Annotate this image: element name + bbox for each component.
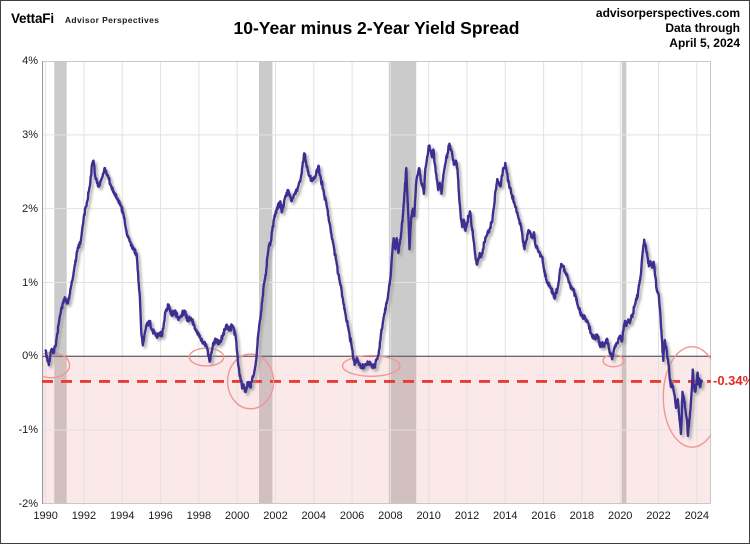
yield-spread-chart bbox=[32, 60, 722, 505]
x-axis-tick-label: 2000 bbox=[224, 510, 250, 522]
x-axis-tick-label: 1996 bbox=[148, 510, 173, 522]
x-axis-tick-label: 2018 bbox=[569, 510, 595, 522]
source-block: advisorperspectives.com Data through Apr… bbox=[596, 6, 740, 51]
x-axis-tick-label: 2002 bbox=[263, 510, 288, 522]
data-through-label: Data through bbox=[665, 21, 740, 35]
y-axis-tick-label: 2% bbox=[22, 202, 38, 215]
x-axis-tick-label: 2014 bbox=[493, 510, 518, 522]
x-axis-tick-label: 1994 bbox=[109, 510, 135, 522]
x-axis-tick-label: 2016 bbox=[531, 510, 556, 522]
spread-line bbox=[44, 142, 703, 438]
y-axis-tick-label: 0% bbox=[22, 350, 38, 363]
x-axis-tick-label: 2020 bbox=[607, 510, 633, 522]
x-axis-tick-label: 2024 bbox=[684, 510, 710, 522]
page-title: 10-Year minus 2-Year Yield Spread bbox=[233, 18, 520, 38]
data-through-date: April 5, 2024 bbox=[669, 36, 740, 50]
y-axis-tick-label: 3% bbox=[22, 128, 38, 141]
plot-area bbox=[32, 60, 722, 505]
vettafi-logo: VettaFi Advisor Perspectives bbox=[11, 10, 159, 28]
x-axis-tick-label: 1998 bbox=[186, 510, 212, 522]
x-axis-tick-label: 2008 bbox=[378, 510, 403, 522]
x-axis-tick-label: 2006 bbox=[339, 510, 365, 522]
x-axis-tick-label: 1990 bbox=[33, 510, 58, 522]
y-axis-tick-label: -1% bbox=[18, 424, 38, 437]
source-url: advisorperspectives.com bbox=[595, 6, 740, 20]
x-axis-tick-label: 2022 bbox=[646, 510, 671, 522]
x-axis-tick-label: 2004 bbox=[301, 510, 326, 522]
current-spread-label: -0.34% bbox=[713, 373, 749, 388]
x-axis-tick-label: 2012 bbox=[454, 510, 480, 522]
y-axis-tick-label: 1% bbox=[22, 276, 38, 289]
vettafi-brand-text: VettaFi bbox=[11, 11, 54, 26]
x-axis-tick-label: 1992 bbox=[71, 510, 97, 522]
advisor-perspectives-text: Advisor Perspectives bbox=[64, 15, 160, 25]
y-axis-tick-label: 4% bbox=[22, 55, 38, 67]
y-axis-tick-label: -2% bbox=[18, 498, 38, 510]
x-axis-tick-label: 2010 bbox=[416, 510, 441, 522]
